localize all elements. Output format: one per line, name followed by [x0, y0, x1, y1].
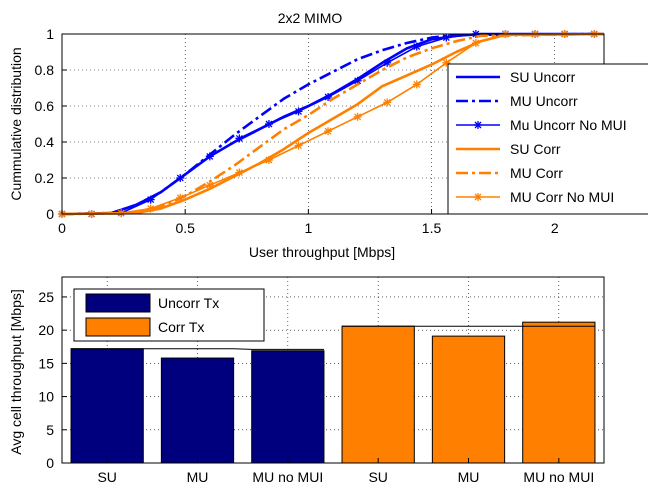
- cdf-chart: 2x2 MIMO 0 0.5 1 1.5 2 0 0.2 0.4 0.6 0.8 1 User th…: [8, 10, 648, 260]
- cdf-x-axis-label: User throughput [Mbps]: [249, 244, 395, 260]
- cdf-x-tick-label: 1.5: [422, 220, 442, 236]
- cdf-series-marker: [324, 93, 333, 101]
- cdf-legend-swatches: [456, 75, 500, 201]
- bar: [522, 321, 596, 464]
- bar-y-tick-label: 0: [46, 455, 54, 471]
- cdf-ticks: 0 0.5 1 1.5 2 0 0.2 0.4 0.6 0.8 1: [35, 26, 559, 236]
- cdf-series: [58, 30, 605, 218]
- bar: [431, 335, 506, 464]
- cdf-series-marker: [205, 152, 214, 161]
- bar-category-label: MU no MUI: [523, 469, 594, 485]
- bar-y-tick-label: 20: [38, 322, 54, 338]
- cdf-series-marker: [442, 33, 451, 42]
- bar-legend-swatch: [85, 293, 151, 313]
- bar-y-tick-label: 15: [38, 355, 54, 371]
- bar-category-label: MU: [187, 469, 209, 485]
- cdf-legend-label: MU Corr No MUI: [510, 189, 614, 205]
- bar-legend-swatch: [85, 317, 151, 337]
- cdf-series-marker: [383, 58, 392, 67]
- cdf-series-marker: [324, 127, 333, 136]
- cdf-y-tick-label: 0.6: [35, 98, 55, 114]
- cdf-legend: SU Uncorr MU Uncorr Mu Uncorr No MUI SU …: [447, 63, 648, 215]
- cdf-legend-marker: [474, 193, 482, 201]
- cdf-series-marker: [176, 193, 185, 202]
- bar-plot-frame: [61, 276, 605, 464]
- bar-ticks: 0 5 10 15 20 25 SU MU MU no MUI SU MU MU no MUI: [38, 289, 594, 485]
- cdf-y-tick-label: 0: [46, 206, 54, 222]
- cdf-series-line: [61, 32, 605, 216]
- bar-legend: Uncorr Tx Corr Tx: [73, 288, 265, 342]
- cdf-series-marker: [235, 134, 244, 143]
- cdf-series-marker: [412, 42, 421, 51]
- cdf-series-marker: [117, 209, 126, 218]
- cdf-series-marker: [471, 39, 480, 47]
- cdf-series-marker: [353, 112, 362, 121]
- cdf-legend-label: SU Uncorr: [510, 69, 576, 85]
- cdf-series-marker: [205, 181, 214, 190]
- cdf-title: 2x2 MIMO: [278, 10, 343, 26]
- bar-y-tick-label: 10: [38, 389, 54, 405]
- bar-y-tick-label: 25: [38, 289, 54, 305]
- cdf-series-marker: [146, 204, 155, 213]
- cdf-legend-label: MU Corr: [510, 165, 563, 181]
- cdf-series-marker: [264, 156, 273, 164]
- cdf-legend-marker: [474, 121, 482, 129]
- bar-legend-label: Corr Tx: [158, 319, 204, 335]
- cdf-series-marker: [412, 80, 421, 89]
- cdf-series-marker: [235, 168, 244, 177]
- cdf-x-tick-label: 0.5: [175, 220, 195, 236]
- cdf-y-axis-label: Cummulative distribution: [8, 47, 24, 200]
- cdf-x-tick-label: 2: [551, 220, 559, 236]
- cdf-series-marker: [176, 174, 185, 182]
- cdf-y-tick-label: 1: [46, 26, 54, 42]
- cdf-series-marker: [146, 195, 155, 204]
- cdf-series-marker: [383, 98, 392, 107]
- cdf-legend-label: MU Uncorr: [510, 93, 578, 109]
- cdf-series-marker: [264, 120, 273, 128]
- bar-reference-line: [71, 348, 324, 350]
- cdf-legend-label: Mu Uncorr No MUI: [510, 117, 627, 133]
- bar: [70, 348, 144, 464]
- cdf-y-tick-label: 0.2: [35, 170, 55, 186]
- bar: [160, 357, 235, 464]
- bar-category-label: MU: [458, 469, 480, 485]
- bar-y-tick-label: 5: [46, 422, 54, 438]
- cdf-legend-box: [447, 63, 648, 215]
- bar-category-label: MU no MUI: [252, 469, 323, 485]
- cdf-legend-label: SU Corr: [510, 141, 561, 157]
- bar-y-axis-label: Avg cell throughput [Mbps]: [8, 289, 24, 455]
- cdf-series-marker: [294, 107, 303, 116]
- bar-category-label: SU: [97, 469, 116, 485]
- bar-chart: 0 5 10 15 20 25 SU MU MU no MUI SU MU MU no MUI Avg…: [8, 276, 605, 485]
- cdf-series-marker: [294, 141, 303, 150]
- cdf-series-line: [61, 32, 605, 216]
- cdf-x-tick-label: 1: [304, 220, 312, 236]
- cdf-y-tick-label: 0.4: [35, 134, 55, 150]
- bars: [70, 321, 596, 464]
- bar-category-label: SU: [368, 469, 387, 485]
- bar: [341, 325, 415, 464]
- cdf-x-tick-label: 0: [58, 220, 66, 236]
- bar: [251, 350, 325, 464]
- bar-legend-label: Uncorr Tx: [158, 295, 219, 311]
- cdf-y-tick-label: 0.8: [35, 62, 55, 78]
